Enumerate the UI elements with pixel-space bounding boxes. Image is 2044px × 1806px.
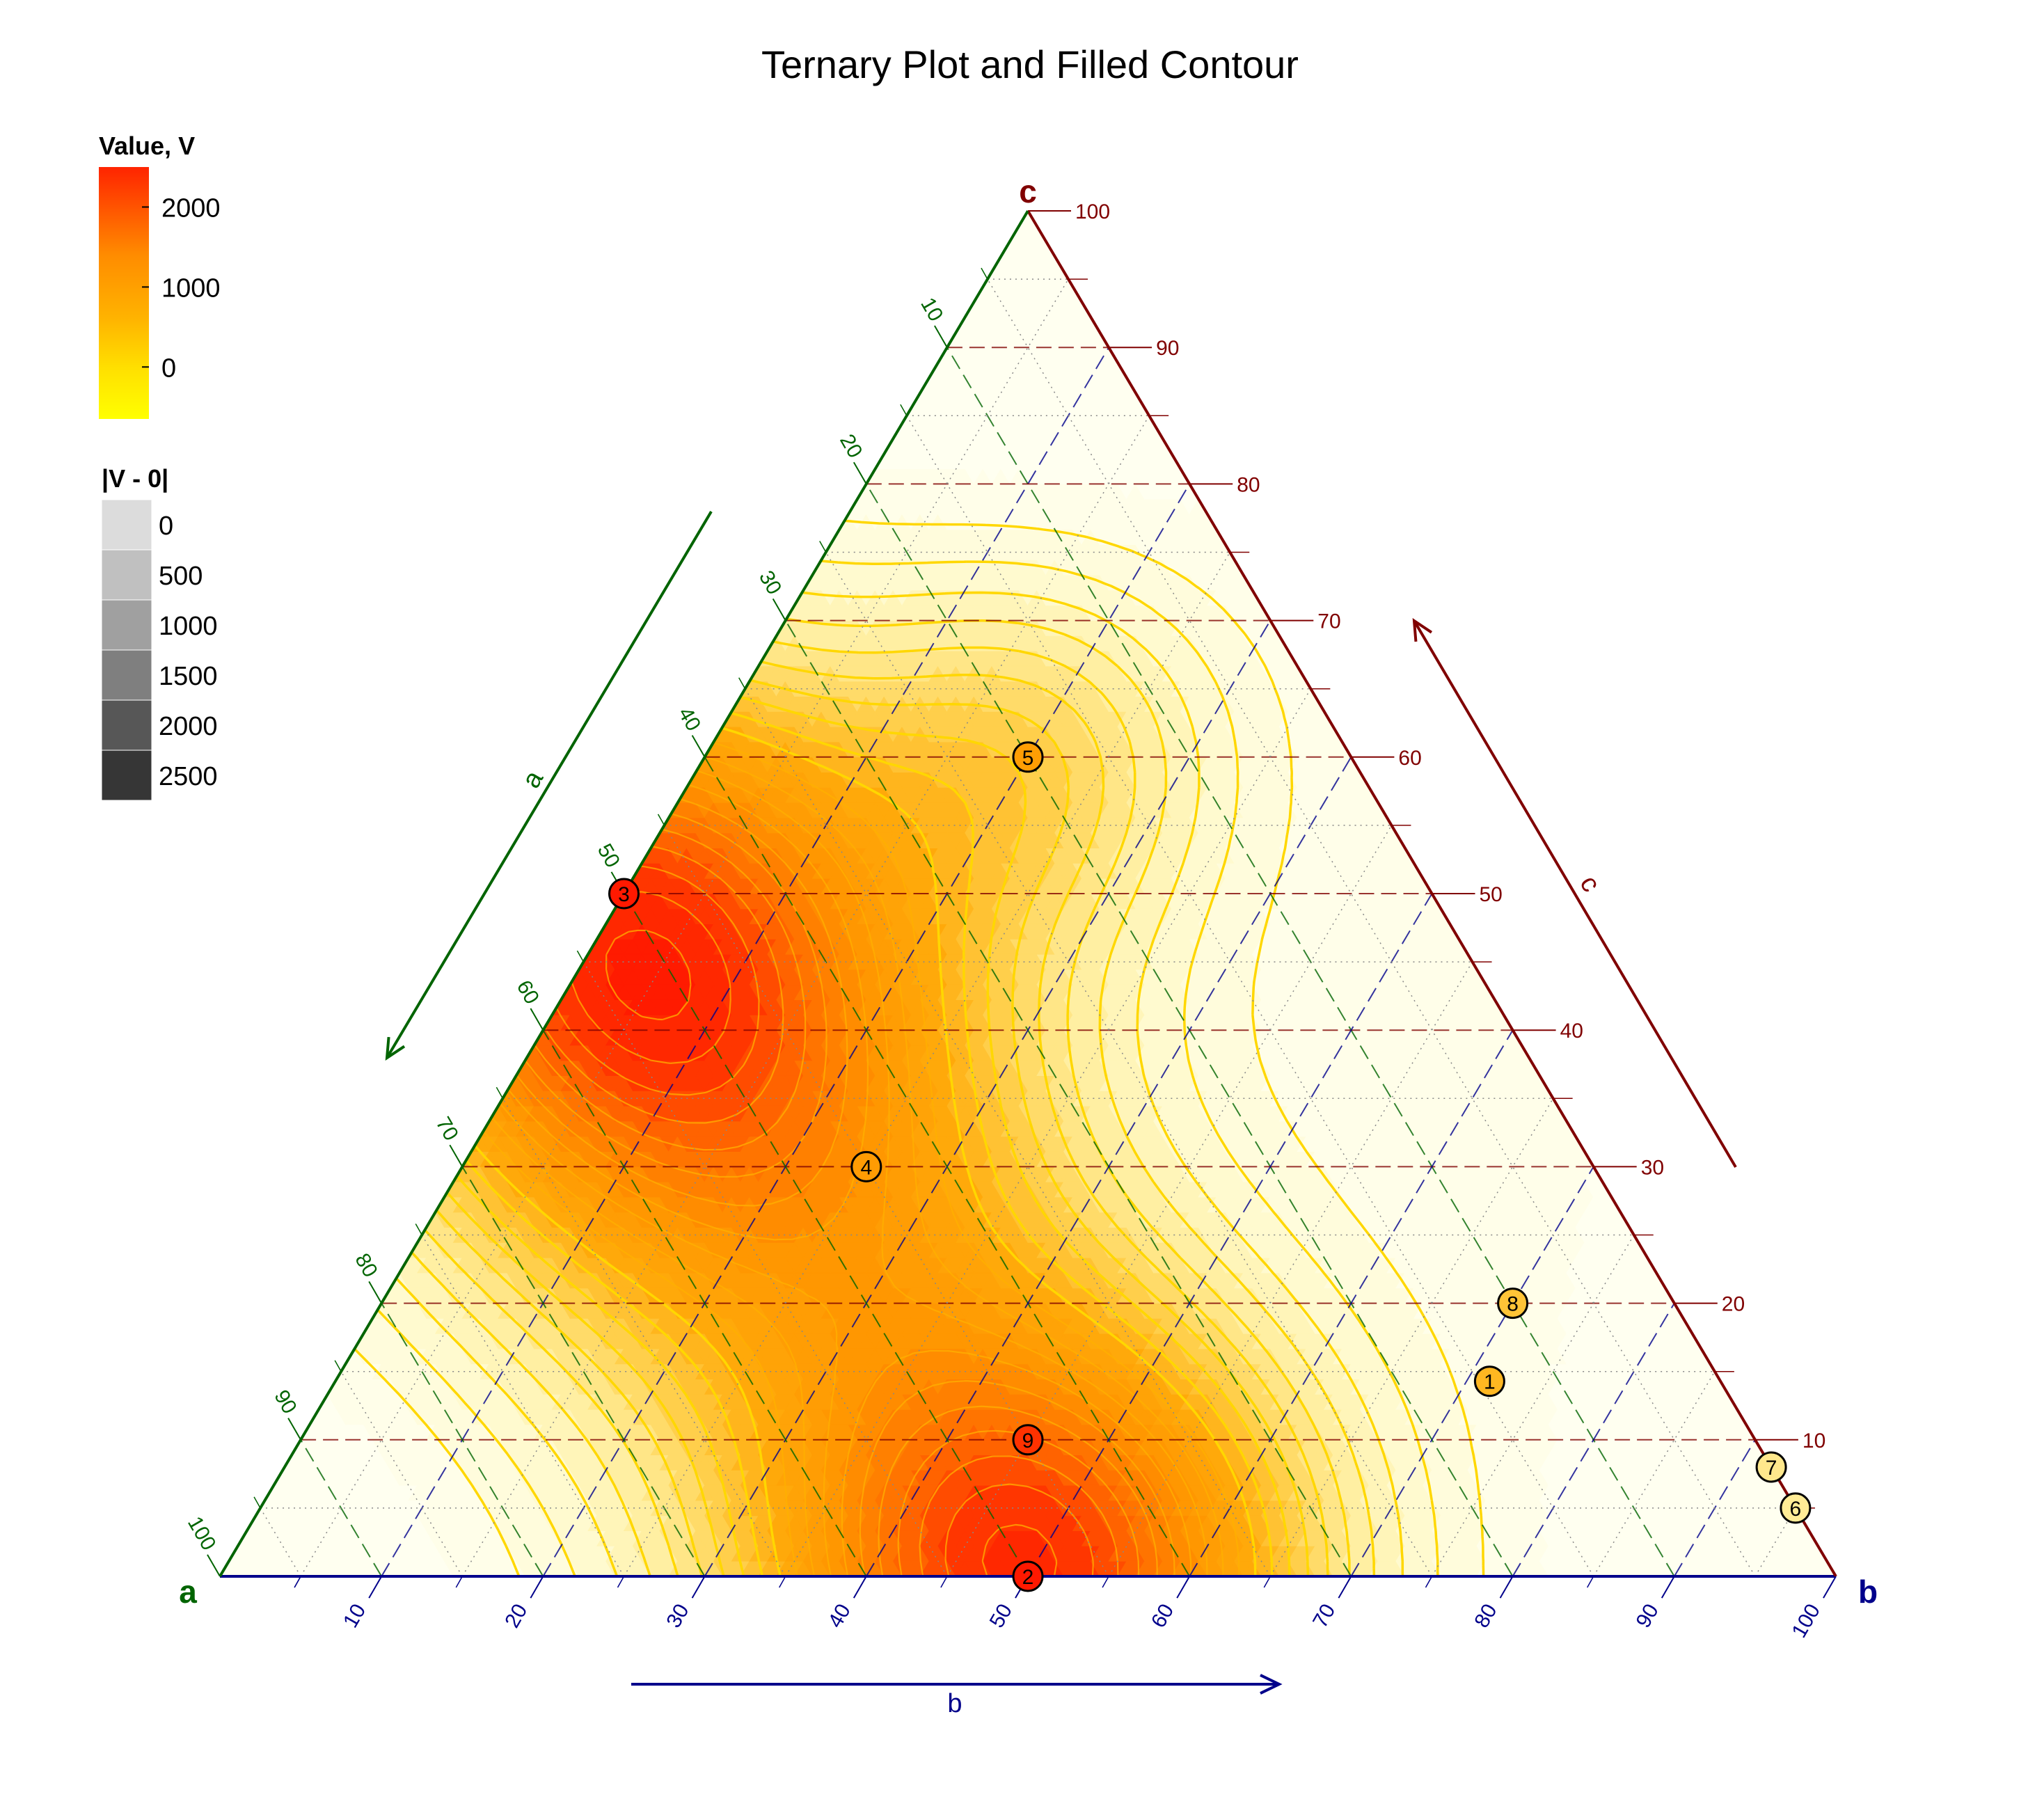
- chart-title: Ternary Plot and Filled Contour: [761, 42, 1299, 86]
